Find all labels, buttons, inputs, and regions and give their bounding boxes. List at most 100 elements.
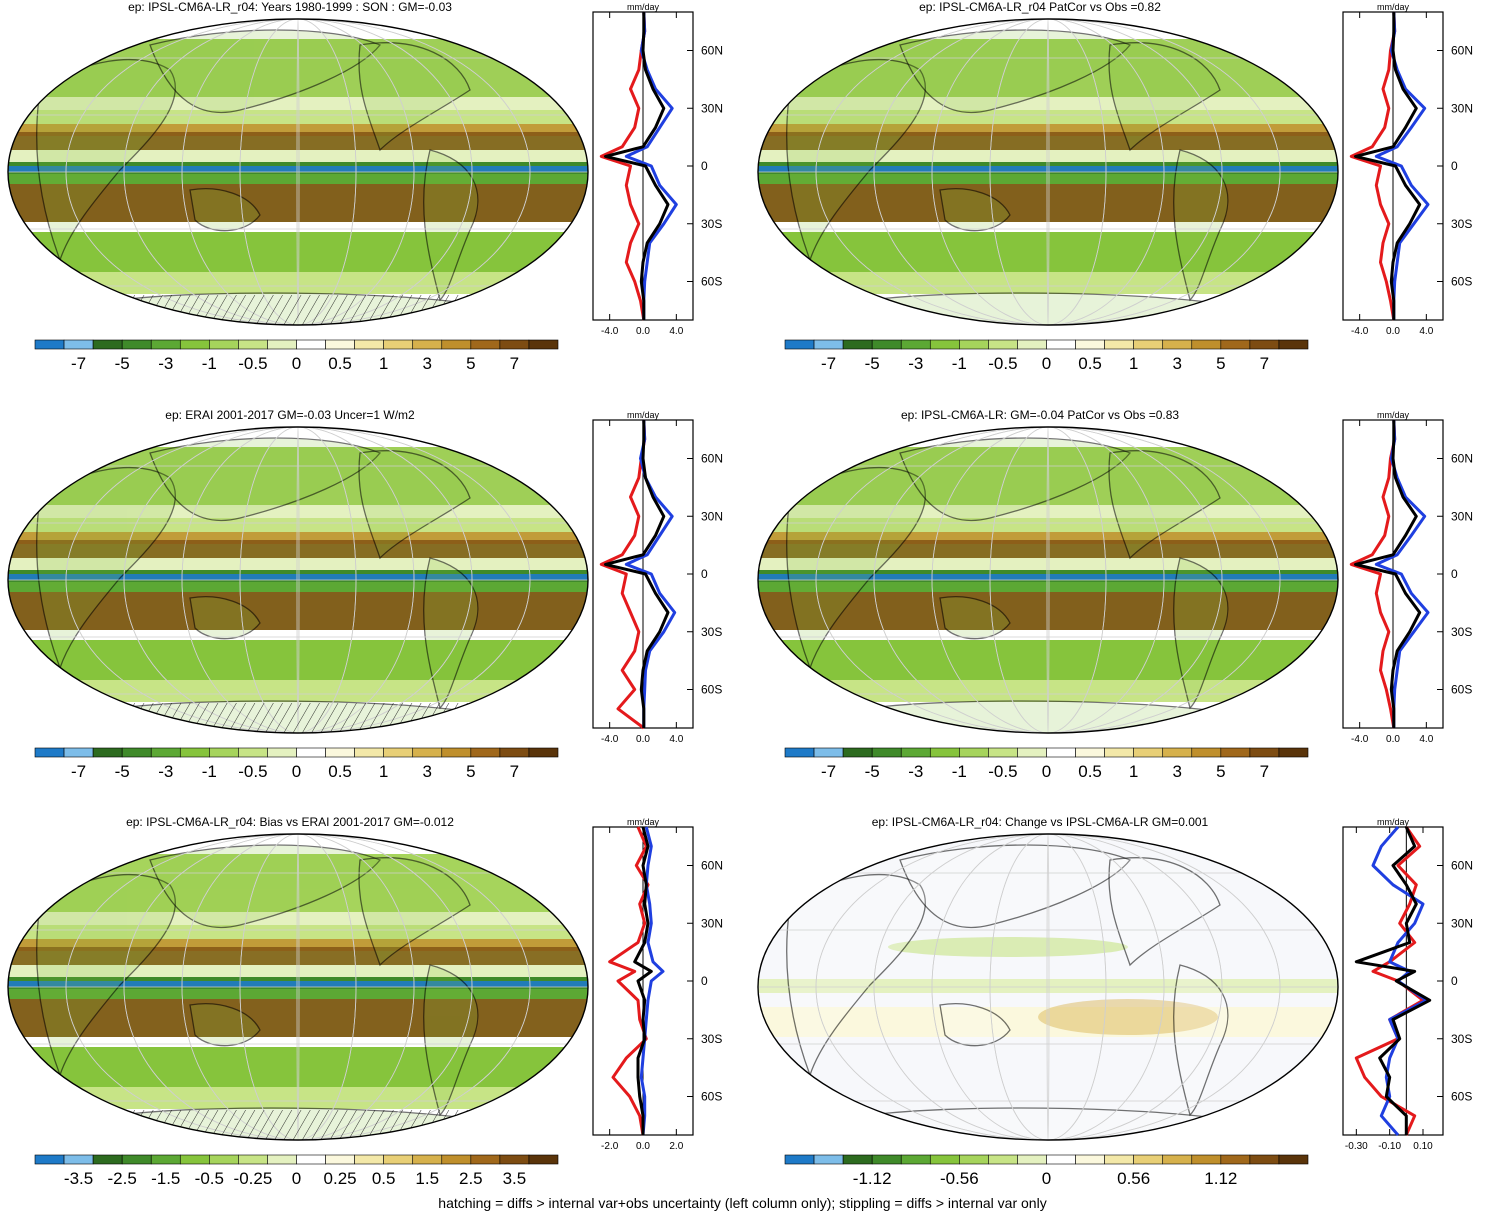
colorbar-label: 5 [466, 354, 475, 373]
colorbar-swatch [813, 1154, 844, 1165]
profile-lat-label: 60N [701, 452, 723, 466]
panel-5: ep: IPSL-CM6A-LR_r04: Bias vs ERAI 2001-… [0, 815, 735, 1220]
colorbar-swatch [441, 1154, 472, 1165]
colorbar-label: -7 [821, 762, 836, 781]
colorbar-swatch [871, 339, 902, 350]
profile-lat-label: 60N [701, 859, 723, 873]
profile-line-mean [633, 826, 653, 1135]
colorbar-label: 7 [510, 762, 519, 781]
profile-lat-label: 30N [1451, 916, 1473, 930]
colorbar-label: 5 [466, 762, 475, 781]
colorbar-swatch [900, 339, 931, 350]
colorbar-swatch [499, 339, 530, 350]
profile-line-mean [604, 420, 670, 728]
colorbar-label: 1 [379, 354, 388, 373]
colorbar-label: 0.5 [372, 1169, 396, 1188]
colorbar-swatch [1249, 747, 1280, 758]
map-field [8, 427, 588, 733]
profile-lat-label: 30N [1451, 509, 1473, 523]
colorbar-label: -1 [202, 762, 217, 781]
colorbar: -7 -5 -3 -1 -0.5 0 0.5 1 3 5 7 [34, 747, 559, 781]
colorbar-swatch [209, 747, 239, 758]
colorbar-swatch [1249, 1154, 1280, 1165]
colorbar-swatch [267, 1154, 297, 1165]
colorbar-label: 3 [1173, 762, 1182, 781]
colorbar-swatch [1220, 1154, 1251, 1165]
profile-unit: mm/day [627, 2, 660, 12]
panel-graphic: -7 -5 -3 -1 -0.5 0 0.5 1 3 5 7 mm/day -4.0 0.0 4.0 60N 3… [757, 2, 1473, 373]
colorbar-swatch [959, 1154, 989, 1165]
colorbar-swatch [1220, 339, 1251, 350]
colorbar-label: -7 [821, 354, 836, 373]
colorbar-label: -5 [115, 354, 130, 373]
colorbar-swatch [1278, 747, 1309, 758]
profile-x-tick: -4.0 [601, 326, 619, 337]
profile-lat-label: 60S [701, 683, 722, 697]
profile-lat-label: 0 [701, 974, 708, 988]
profile-lat-label: 0 [701, 159, 708, 173]
colorbar-swatch [1046, 1154, 1076, 1165]
colorbar-label: 1.12 [1204, 1169, 1237, 1188]
colorbar-swatch [871, 1154, 902, 1165]
colorbar-swatch [92, 1154, 123, 1165]
colorbar-label: -5 [115, 762, 130, 781]
colorbar-swatch [34, 1154, 65, 1165]
colorbar-swatch [1046, 339, 1076, 350]
panel-graphic: -1.12 -0.56 0 0.56 1.12 mm/day -0.30 -0.10 0.10 6… [757, 817, 1473, 1188]
colorbar-label: -1 [952, 762, 967, 781]
colorbar-swatch [1104, 747, 1134, 758]
profile-line-obs [599, 11, 647, 321]
panel-3: ep: ERAI 2001-2017 GM=-0.03 Uncer=1 W/m2… [0, 408, 735, 813]
colorbar-swatch [34, 339, 65, 350]
colorbar-swatch [1249, 339, 1280, 350]
colorbar-swatch [929, 339, 960, 350]
colorbar: -7 -5 -3 -1 -0.5 0 0.5 1 3 5 7 [784, 747, 1309, 781]
colorbar-swatch [412, 747, 443, 758]
panel-title: ep: IPSL-CM6A-LR_r04: Bias vs ERAI 2001-… [126, 815, 454, 829]
colorbar-swatch [1133, 1154, 1164, 1165]
colorbar-label: -0.56 [940, 1169, 979, 1188]
profile-lat-label: 60N [1451, 859, 1473, 873]
colorbar-label: -3.5 [64, 1169, 93, 1188]
profile-lat-label: 30S [1451, 625, 1472, 639]
colorbar-label: -3 [908, 354, 923, 373]
colorbar-label: 0.5 [328, 762, 352, 781]
colorbar-swatch [296, 339, 326, 350]
colorbar-label: 3 [423, 762, 432, 781]
colorbar-swatch [988, 747, 1018, 758]
colorbar-label: -0.5 [988, 354, 1017, 373]
colorbar-swatch [528, 1154, 559, 1165]
colorbar-label: 0 [292, 1169, 301, 1188]
colorbar-swatch [34, 747, 65, 758]
profile-lat-label: 30S [1451, 1032, 1472, 1046]
colorbar-swatch [179, 747, 210, 758]
colorbar-swatch [470, 339, 501, 350]
map-field [758, 834, 1338, 1140]
colorbar-swatch [784, 747, 815, 758]
colorbar-label: -3 [158, 354, 173, 373]
zonal-profile: mm/day -4.0 0.0 4.0 60N 30N 0 30S 60S [592, 410, 723, 745]
colorbar: -7 -5 -3 -1 -0.5 0 0.5 1 3 5 7 [784, 339, 1309, 373]
colorbar-swatch [325, 339, 355, 350]
colorbar-label: -0.25 [234, 1169, 273, 1188]
colorbar-label: 1 [1129, 354, 1138, 373]
colorbar-label: -3 [158, 762, 173, 781]
colorbar-swatch [238, 747, 268, 758]
colorbar-swatch [988, 1154, 1018, 1165]
colorbar-swatch [412, 1154, 443, 1165]
colorbar: -1.12 -0.56 0 0.56 1.12 [784, 1154, 1309, 1188]
profile-line-obs [1354, 826, 1425, 1136]
profile-line-mean [604, 12, 670, 320]
profile-x-tick: 4.0 [669, 326, 683, 337]
panel-graphic: -7 -5 -3 -1 -0.5 0 0.5 1 3 5 7 mm/day -4.0 0.0 4.0 60N 3… [7, 2, 723, 373]
colorbar-label: 1 [379, 762, 388, 781]
colorbar-swatch [238, 1154, 268, 1165]
colorbar-label: -7 [71, 762, 86, 781]
colorbar-swatch [267, 339, 297, 350]
colorbar-label: 1 [1129, 762, 1138, 781]
colorbar-label: 3 [1173, 354, 1182, 373]
colorbar-swatch [325, 747, 355, 758]
colorbar-swatch [900, 1154, 931, 1165]
colorbar-swatch [383, 747, 414, 758]
profile-x-tick: 4.0 [1419, 734, 1433, 745]
